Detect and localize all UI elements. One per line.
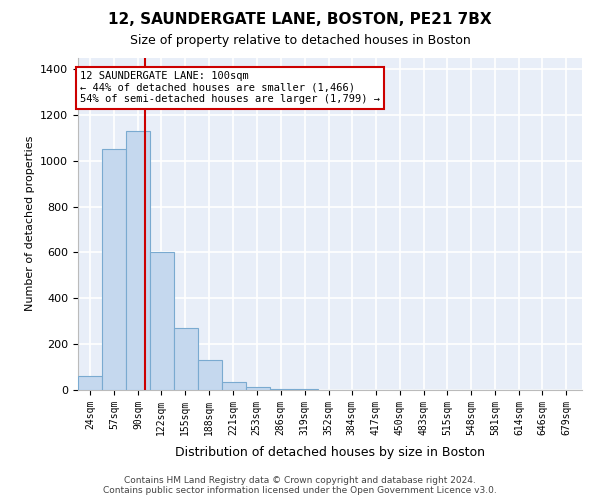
X-axis label: Distribution of detached houses by size in Boston: Distribution of detached houses by size … [175,446,485,459]
Bar [246,386,270,390]
Bar [294,389,318,390]
Bar [174,328,198,390]
Bar [102,149,126,390]
Bar [78,376,102,390]
Bar [270,389,294,390]
Text: Size of property relative to detached houses in Boston: Size of property relative to detached ho… [130,34,470,47]
Bar [222,382,246,390]
Y-axis label: Number of detached properties: Number of detached properties [25,136,35,312]
Text: Contains HM Land Registry data © Crown copyright and database right 2024.
Contai: Contains HM Land Registry data © Crown c… [103,476,497,495]
Text: 12 SAUNDERGATE LANE: 100sqm
← 44% of detached houses are smaller (1,466)
54% of : 12 SAUNDERGATE LANE: 100sqm ← 44% of det… [80,72,380,104]
Bar [150,252,174,390]
Text: 12, SAUNDERGATE LANE, BOSTON, PE21 7BX: 12, SAUNDERGATE LANE, BOSTON, PE21 7BX [108,12,492,28]
Bar [198,360,222,390]
Bar [126,131,150,390]
